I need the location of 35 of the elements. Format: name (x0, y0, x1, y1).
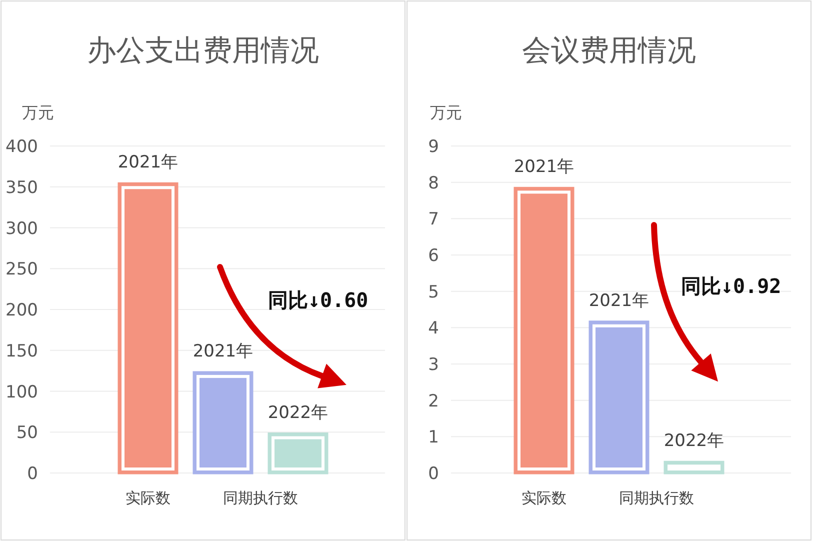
y-tick-label: 250 (6, 260, 38, 280)
y-tick-label: 3 (428, 355, 439, 375)
y-tick-label: 400 (6, 137, 38, 157)
y-tick-label: 6 (428, 246, 439, 266)
y-axis-title: 万元 (430, 103, 462, 122)
y-tick-label: 300 (6, 218, 38, 239)
chart-title: 会议费用情况 (522, 33, 696, 67)
annotation: 2021年 (588, 290, 650, 311)
y-tick-label: 350 (6, 178, 38, 198)
y-tick-label: 7 (428, 210, 439, 230)
x-tick-label: 实际数 (522, 489, 566, 507)
chart-title: 办公支出费用情况 (87, 33, 319, 67)
annotation: 2021年 (514, 157, 574, 178)
y-tick-label: 50 (16, 423, 38, 444)
text: 同期执行数 (223, 489, 298, 507)
annotation: 2021年 (192, 341, 254, 362)
y-tick-label: 0 (428, 464, 439, 484)
annotation: 同比↓0.60 (268, 288, 368, 312)
y-tick-label: 150 (6, 341, 38, 362)
annotation: 同比↓0.92 (681, 274, 782, 298)
y-axis-title: 万元 (22, 103, 54, 122)
y-tick-label: 8 (428, 173, 439, 194)
annotation: 2022年 (664, 431, 724, 452)
y-tick-label: 100 (6, 382, 38, 402)
text: 同期执行数 (619, 489, 694, 507)
annotation: 2022年 (268, 402, 328, 423)
y-tick-label: 1 (428, 428, 439, 448)
y-tick-label: 200 (6, 300, 38, 320)
y-tick-label: 4 (428, 318, 439, 339)
y-tick-label: 0 (27, 464, 38, 484)
y-tick-label: 9 (428, 137, 439, 157)
x-tick-label: 实际数 (126, 489, 170, 507)
annotation: 2021年 (118, 152, 178, 173)
y-tick-label: 2 (428, 391, 439, 412)
y-tick-label: 5 (428, 282, 439, 302)
